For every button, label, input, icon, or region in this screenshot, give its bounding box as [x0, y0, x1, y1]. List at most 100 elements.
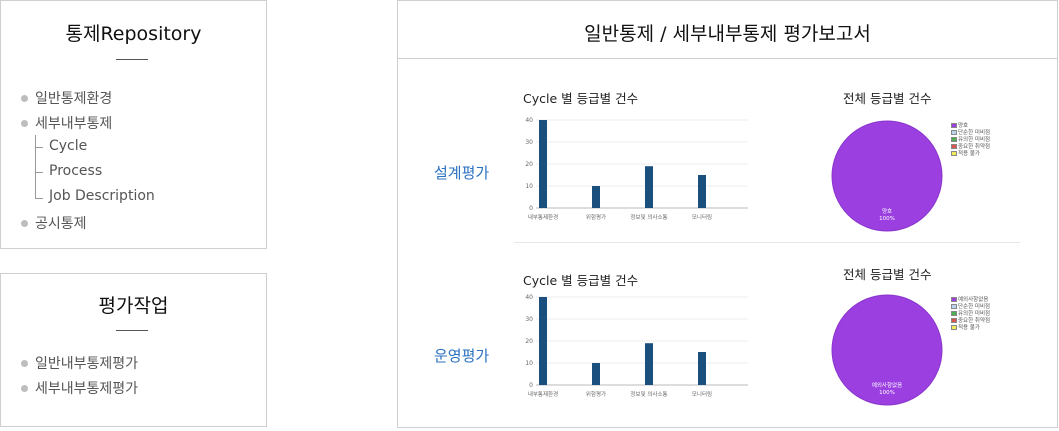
x-tick-label: 모니터링 — [692, 390, 712, 398]
work-title: 평가작업 — [98, 295, 169, 317]
legend-entry[interactable]: 중요한 취약점 — [951, 318, 990, 325]
nav-item-general-evaluation[interactable]: 일반내부통제평가 — [21, 353, 138, 373]
legend-swatch-icon — [951, 130, 957, 135]
nav-subitem-process[interactable]: Process — [49, 163, 103, 179]
legend-label: 적용 불가 — [958, 325, 980, 331]
repository-title: 통제Repository — [65, 23, 202, 45]
legend-entry[interactable]: 중요한 취약점 — [951, 144, 990, 151]
bar[interactable] — [592, 186, 600, 208]
legend-swatch-icon — [951, 311, 957, 316]
nav-item-disclosure-control[interactable]: 공시통제 — [21, 213, 87, 233]
bar[interactable] — [539, 297, 547, 385]
pie-slice-label: 예외사항없음 — [872, 381, 902, 389]
bullet-icon — [21, 384, 28, 392]
legend-entry[interactable]: 유의한 미비점 — [951, 311, 990, 318]
report-panel: 일반통제 / 세부내부통제 평가보고서 설계평가 Cycle 별 등급별 건수 … — [397, 0, 1058, 428]
x-tick-label: 모니터링 — [692, 213, 712, 221]
section-label-operation: 운영평가 — [434, 347, 490, 365]
legend-entry[interactable]: 적용 불가 — [951, 151, 990, 158]
y-tick-label: 30 — [525, 316, 533, 323]
x-tick-label: 내부통제환경 — [528, 390, 558, 398]
legend-label: 예외사항없음 — [958, 297, 989, 303]
legend-entry[interactable]: 양호 — [951, 123, 990, 130]
pie-slice-value: 100% — [879, 390, 895, 396]
legend-entry[interactable]: 예외사항없음 — [951, 297, 990, 304]
bar[interactable] — [592, 363, 600, 385]
pie-chart-title: 전체 등급별 건수 — [843, 267, 932, 282]
work-divider — [116, 330, 148, 331]
legend-swatch-icon — [951, 137, 957, 142]
bar[interactable] — [698, 175, 706, 208]
bullet-icon — [21, 359, 28, 367]
y-tick-label: 30 — [525, 139, 533, 146]
repository-divider — [116, 59, 148, 60]
bar-chart-title: Cycle 별 등급별 건수 — [523, 273, 639, 288]
repository-panel: 통제Repository 일반통제환경 세부내부통제 Cycle Process… — [0, 0, 267, 249]
x-tick-label: 위험평가 — [586, 213, 606, 221]
x-tick-label: 내부통제환경 — [528, 213, 558, 221]
bar[interactable] — [645, 343, 653, 385]
legend-label: 양호 — [958, 123, 969, 129]
bar-chart-operation: 0 10 20 30 40 내부통제환경 위험평가 정보및 의사소통 모니터링 — [525, 294, 748, 398]
legend-entry[interactable]: 유의한 미비점 — [951, 137, 990, 144]
y-tick-label: 20 — [525, 338, 533, 345]
y-tick-label: 40 — [525, 117, 533, 124]
legend-label: 중요한 취약점 — [958, 318, 991, 324]
bullet-icon — [21, 119, 28, 127]
y-tick-label: 10 — [525, 183, 533, 190]
y-tick-label: 20 — [525, 161, 533, 168]
bar[interactable] — [539, 120, 547, 208]
bar-chart-design: 0 10 20 30 40 내부통제환경 위험평가 정보및 의사소통 모니터링 — [525, 117, 748, 221]
legend-entry[interactable]: 단순한 미비점 — [951, 130, 990, 137]
bar-chart-title: Cycle 별 등급별 건수 — [523, 91, 639, 106]
nav-item-label: 공시통제 — [35, 216, 87, 232]
bar[interactable] — [698, 352, 706, 385]
pie-chart-title: 전체 등급별 건수 — [843, 91, 932, 106]
legend-swatch-icon — [951, 123, 957, 128]
legend-entry[interactable]: 적용 불가 — [951, 325, 990, 332]
nav-subitem-job-description[interactable]: Job Description — [49, 188, 155, 204]
legend-swatch-icon — [951, 144, 957, 149]
x-tick-label: 정보및 의사소통 — [630, 213, 667, 221]
nav-item-label: 세부내부통제 — [35, 116, 113, 132]
tree-branch — [35, 172, 43, 173]
legend-swatch-icon — [951, 297, 957, 302]
pie-slice-value: 100% — [879, 216, 895, 222]
report-header-divider — [398, 58, 1057, 59]
pie-legend-operation: 예외사항없음 단순한 미비점 유의한 미비점 중요한 취약점 적용 불가 — [951, 297, 990, 332]
nav-item-label: 일반내부통제평가 — [35, 356, 139, 372]
pie-slice[interactable] — [831, 120, 943, 232]
bullet-icon — [21, 94, 28, 102]
nav-item-detail-evaluation[interactable]: 세부내부통제평가 — [21, 378, 138, 398]
legend-swatch-icon — [951, 325, 957, 330]
nav-subitem-cycle[interactable]: Cycle — [49, 138, 88, 154]
nav-item-label: 세부내부통제평가 — [35, 381, 139, 397]
report-title: 일반통제 / 세부내부통제 평가보고서 — [584, 23, 871, 45]
legend-label: 단순한 미비점 — [958, 304, 991, 310]
legend-label: 유의한 미비점 — [958, 137, 991, 143]
pie-slice-label: 양호 — [882, 207, 892, 215]
bullet-icon — [21, 219, 28, 227]
nav-item-general-control[interactable]: 일반통제환경 — [21, 88, 112, 108]
x-tick-label: 정보및 의사소통 — [630, 390, 667, 398]
work-panel: 평가작업 일반내부통제평가 세부내부통제평가 — [0, 273, 267, 427]
legend-label: 유의한 미비점 — [958, 311, 991, 317]
y-tick-label: 0 — [529, 382, 533, 389]
legend-entry[interactable]: 단순한 미비점 — [951, 304, 990, 311]
legend-swatch-icon — [951, 318, 957, 323]
pie-slice[interactable] — [831, 294, 943, 406]
tree-connector — [35, 135, 36, 199]
legend-label: 단순한 미비점 — [958, 130, 991, 136]
legend-swatch-icon — [951, 151, 957, 156]
legend-label: 중요한 취약점 — [958, 144, 991, 150]
x-tick-label: 위험평가 — [586, 390, 606, 398]
y-tick-label: 0 — [529, 205, 533, 212]
tree-branch — [35, 198, 43, 199]
y-tick-label: 10 — [525, 360, 533, 367]
bar[interactable] — [645, 166, 653, 208]
section-divider — [514, 242, 1020, 243]
pie-legend-design: 양호 단순한 미비점 유의한 미비점 중요한 취약점 적용 불가 — [951, 123, 990, 158]
nav-item-detail-control[interactable]: 세부내부통제 — [21, 113, 112, 133]
